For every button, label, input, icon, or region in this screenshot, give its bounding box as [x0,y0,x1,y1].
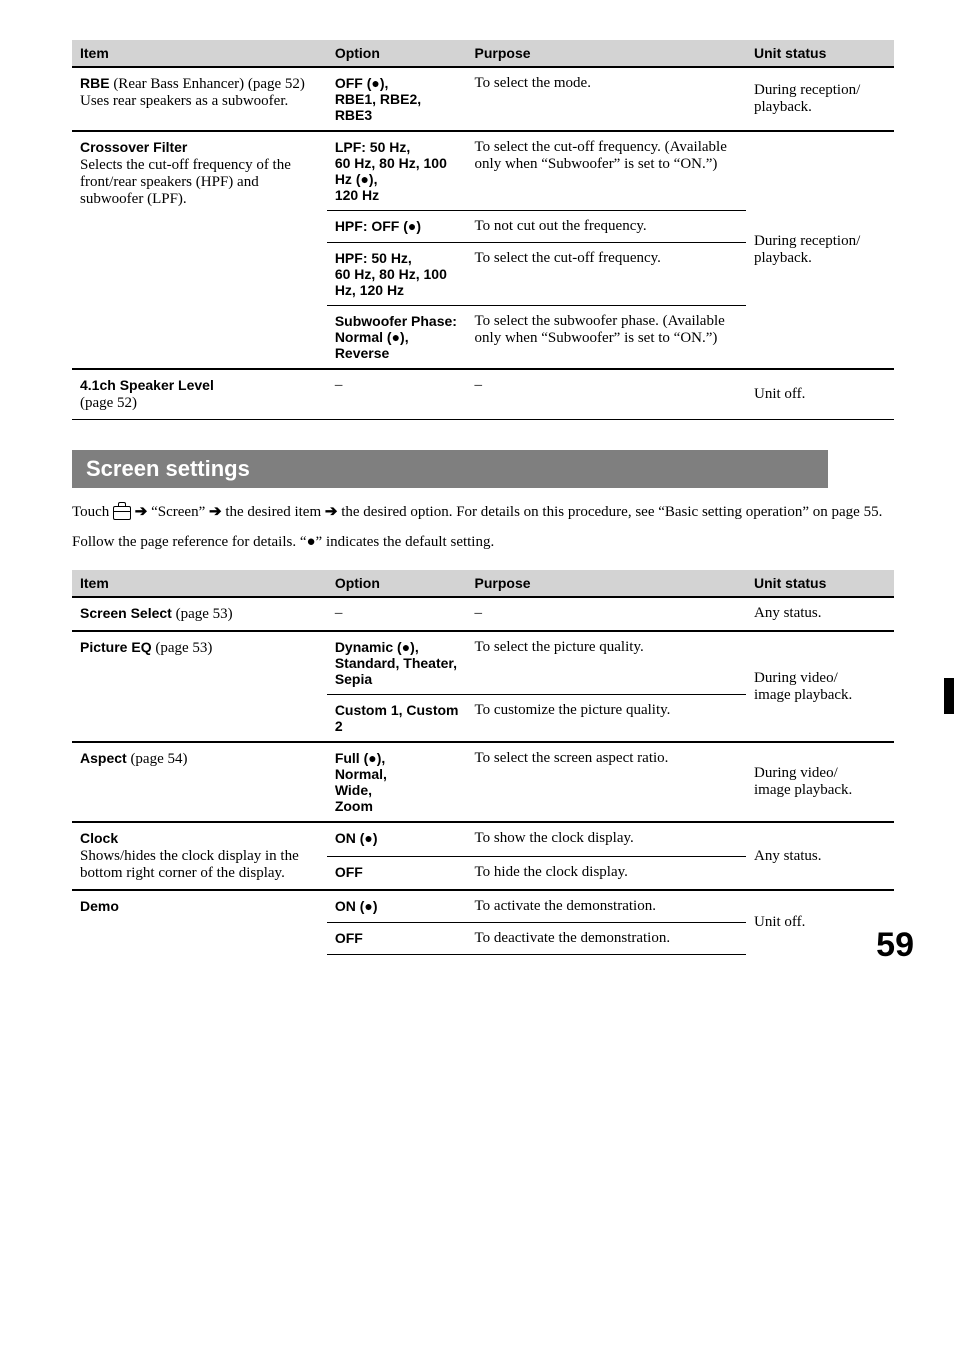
peq-desc: (page 53) [155,640,212,656]
xover-r4-pur: To select the subwoofer phase. (Availabl… [467,306,746,370]
p1-b: “Screen” [151,504,209,520]
clock-status: Any status. [746,822,894,890]
xover-r3-pur: To select the cut-off frequency. [467,243,746,306]
xover-r1-opt: LPF: 50 Hz, 60 Hz, 80 Hz, 100 Hz (●), 12… [327,131,467,211]
scr-status: Any status. [746,597,894,631]
demo-r2-opt: OFF [327,923,467,955]
col-purpose: Purpose [467,570,746,597]
spk-opt: – [327,369,467,420]
demo-status: Unit off. [746,890,894,955]
section-screen-settings: Screen settings [72,450,828,488]
clock-title: Clock [80,830,118,846]
peq-r2-opt: Custom 1, Custom 2 [327,695,467,743]
clock-r2-opt: OFF [327,856,467,890]
row-screen-select: Screen Select (page 53) – – Any status. [72,597,894,631]
table-header-row: Item Option Purpose Unit status [72,570,894,597]
scr-opt: – [327,597,467,631]
clock-r2-pur: To hide the clock display. [467,856,746,890]
arrow-icon: ➔ [325,503,338,520]
instruction-paragraph-1: Touch ➔ “Screen” ➔ the desired item ➔ th… [72,502,894,523]
spk-title: 4.1ch Speaker Level [80,377,214,393]
screen-settings-table: Item Option Purpose Unit status Screen S… [72,570,894,955]
aspect-pur: To select the screen aspect ratio. [467,742,746,822]
toolbox-icon [113,506,131,520]
spk-desc: (page 52) [80,395,137,411]
spk-status: Unit off. [746,369,894,420]
row-xover-1: Crossover Filter Selects the cut-off fre… [72,131,894,211]
peq-title: Picture EQ [80,639,152,655]
page-number: 59 [876,926,914,965]
demo-r2-pur: To deactivate the demonstration. [467,923,746,955]
row-rbe: RBE (Rear Bass Enhancer) (page 52) Uses … [72,67,894,131]
xover-desc: Selects the cut-off frequency of the fro… [80,157,291,207]
arrow-icon: ➔ [209,503,222,520]
clock-desc: Shows/hides the clock display in the bot… [80,848,299,881]
clock-r1-pur: To show the clock display. [467,822,746,856]
scr-title: Screen Select [80,605,172,621]
peq-r2-pur: To customize the picture quality. [467,695,746,743]
rbe-option: OFF (●), RBE1, RBE2, RBE3 [327,67,467,131]
rbe-desc2: Uses rear speakers as a subwoofer. [80,93,288,109]
aspect-desc: (page 54) [130,751,187,767]
aspect-opt: Full (●), Normal, Wide, Zoom [327,742,467,822]
demo-r1-pur: To activate the demonstration. [467,890,746,923]
xover-r2-pur: To not cut out the frequency. [467,211,746,243]
col-item: Item [72,40,327,67]
demo-r1-opt: ON (●) [327,890,467,923]
rbe-status: During reception/ playback. [746,67,894,131]
row-speaker-level: 4.1ch Speaker Level (page 52) – – Unit o… [72,369,894,420]
p1-d: the desired option. For details on this … [341,504,882,520]
col-status: Unit status [746,40,894,67]
arrow-icon: ➔ [135,503,148,520]
peq-r1-pur: To select the picture quality. [467,631,746,695]
xover-r4-opt: Subwoofer Phase: Normal (●), Reverse [327,306,467,370]
xover-r2-opt: HPF: OFF (●) [327,211,467,243]
rbe-desc1: (Rear Bass Enhancer) (page 52) [113,76,305,92]
table-header-row: Item Option Purpose Unit status [72,40,894,67]
sound-settings-table: Item Option Purpose Unit status RBE (Rea… [72,40,894,420]
col-status: Unit status [746,570,894,597]
p1-c: the desired item [225,504,325,520]
row-aspect: Aspect (page 54) Full (●), Normal, Wide,… [72,742,894,822]
row-picture-eq-1: Picture EQ (page 53) Dynamic (●), Standa… [72,631,894,695]
xover-r3-opt: HPF: 50 Hz, 60 Hz, 80 Hz, 100 Hz, 120 Hz [327,243,467,306]
aspect-title: Aspect [80,750,127,766]
col-option: Option [327,570,467,597]
xover-title: Crossover Filter [80,139,187,155]
xover-r1-pur: To select the cut-off frequency. (Availa… [467,131,746,211]
demo-title: Demo [80,898,119,914]
p1-a: Touch [72,504,113,520]
side-tab-marker [944,678,954,714]
row-demo-1: Demo ON (●) To activate the demonstratio… [72,890,894,923]
col-purpose: Purpose [467,40,746,67]
instruction-paragraph-2: Follow the page reference for details. “… [72,533,894,553]
peq-r1-opt: Dynamic (●), Standard, Theater, Sepia [327,631,467,695]
xover-status: During reception/ playback. [746,131,894,369]
scr-desc: (page 53) [176,606,233,622]
peq-status: During video/ image playback. [746,631,894,742]
col-item: Item [72,570,327,597]
rbe-title: RBE [80,75,110,91]
col-option: Option [327,40,467,67]
spk-pur: – [467,369,746,420]
rbe-purpose: To select the mode. [467,67,746,131]
scr-pur: – [467,597,746,631]
clock-r1-opt: ON (●) [327,822,467,856]
aspect-status: During video/ image playback. [746,742,894,822]
row-clock-1: Clock Shows/hides the clock display in t… [72,822,894,856]
